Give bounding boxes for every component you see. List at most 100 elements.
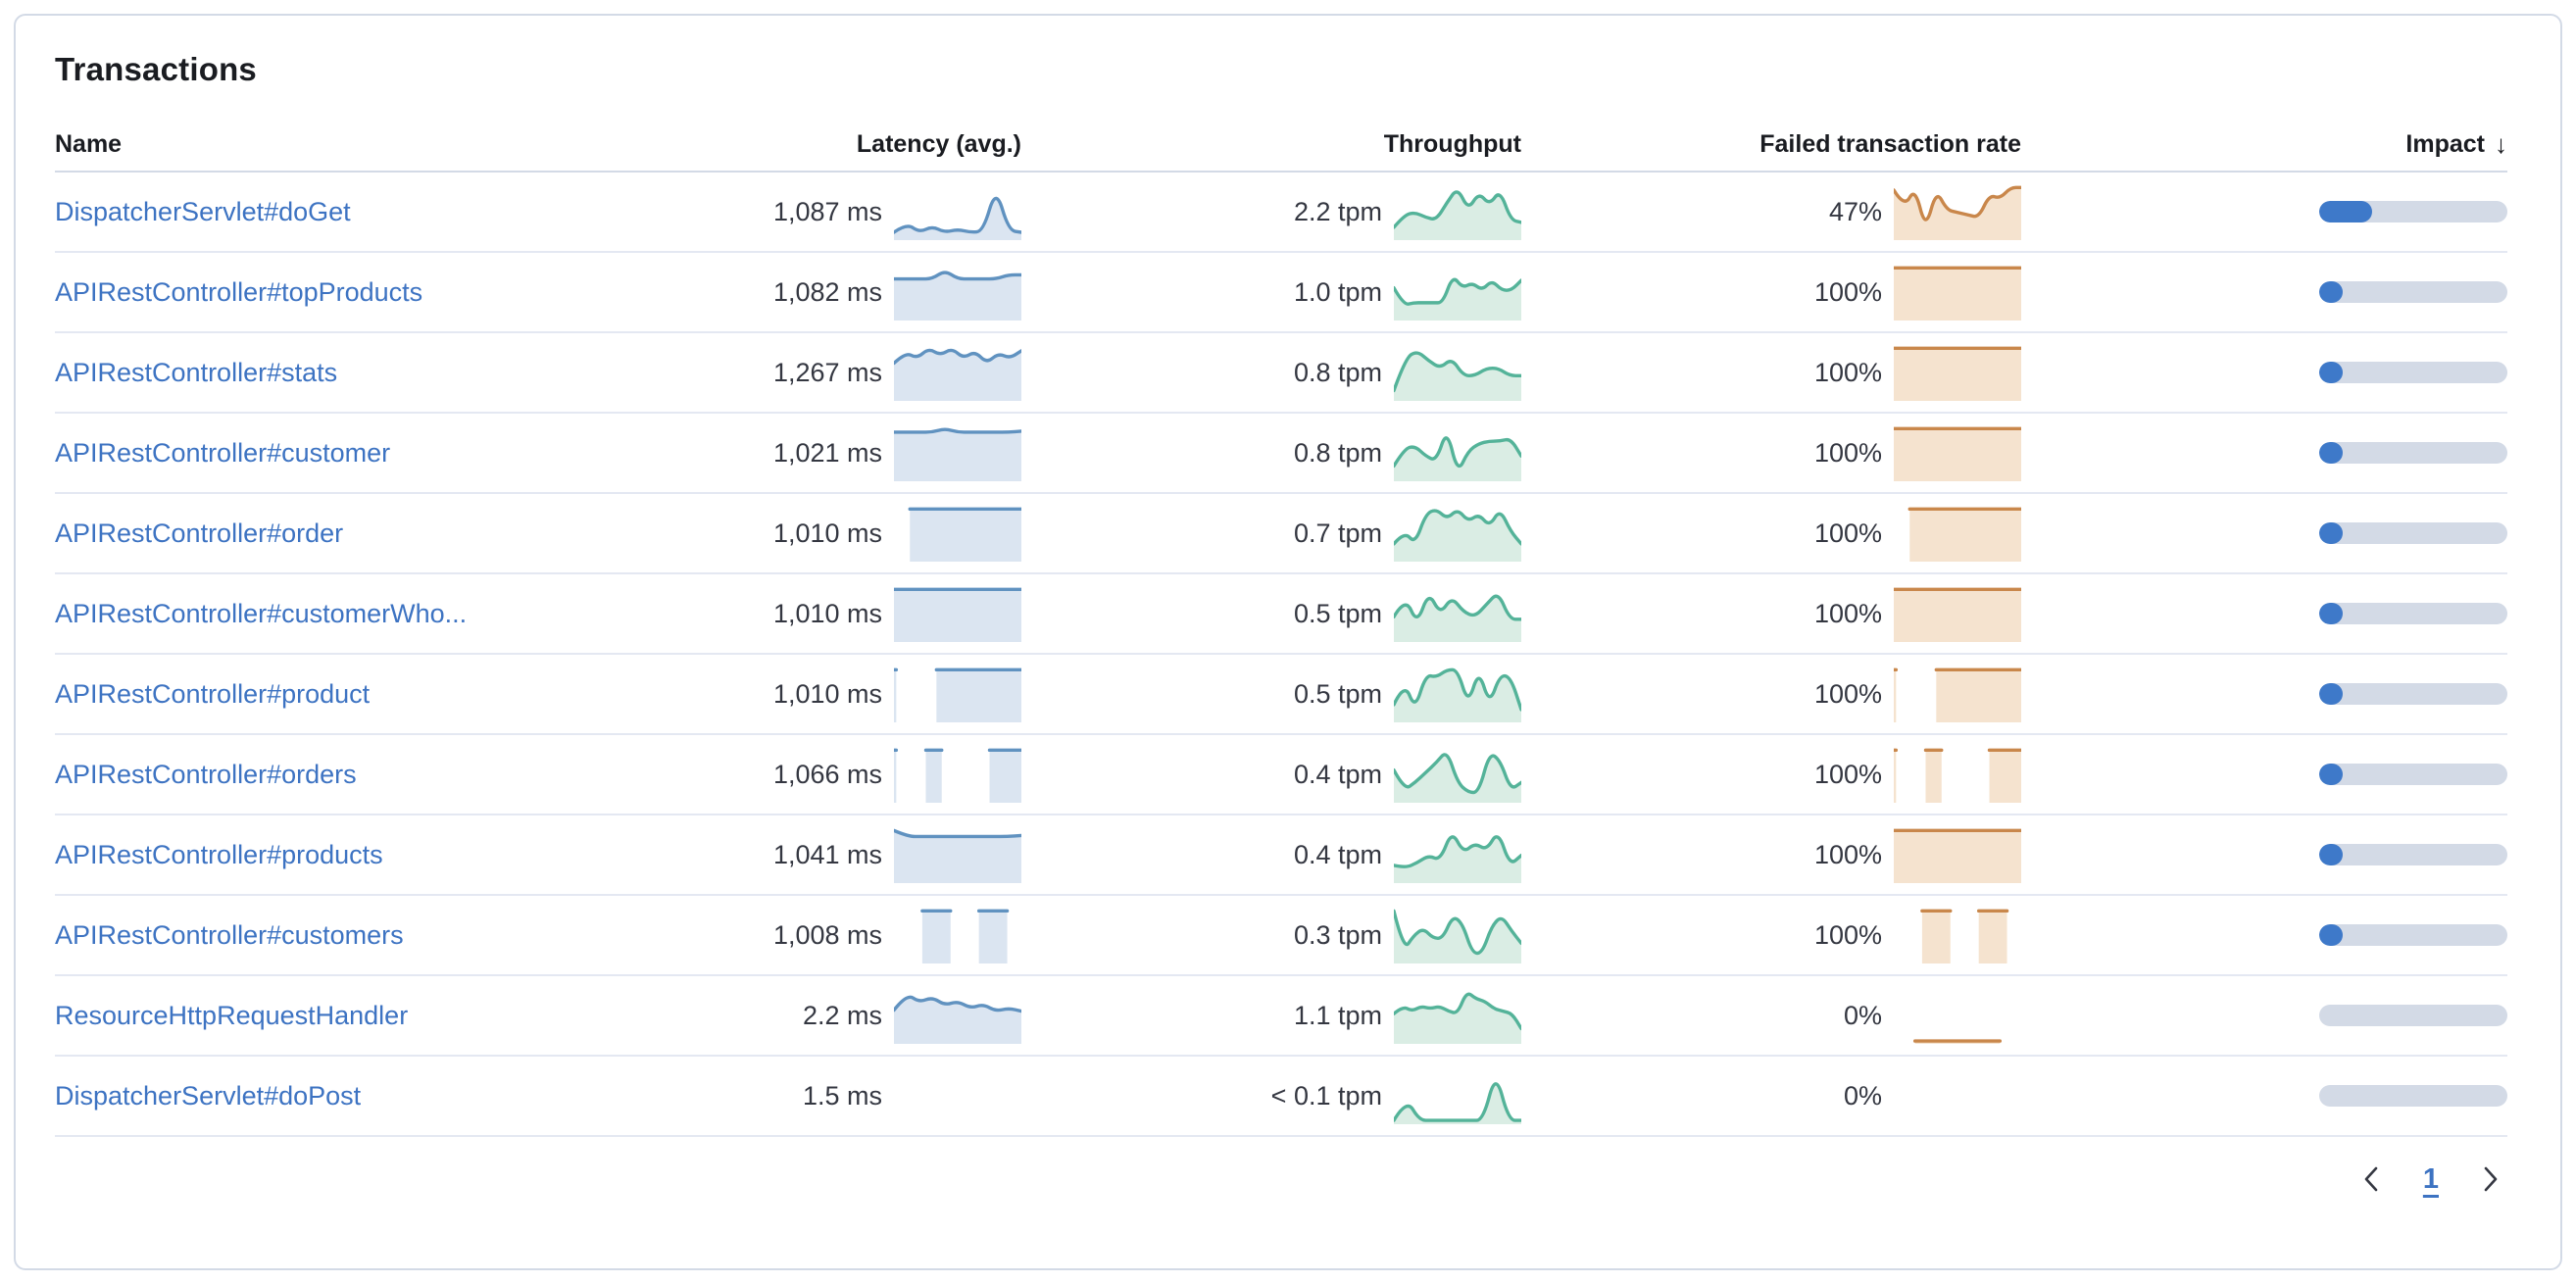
impact-cell <box>2021 896 2507 974</box>
failed-rate-sparkline <box>1894 264 2021 321</box>
latency-cell: 1,082 ms <box>698 253 1021 331</box>
impact-cell <box>2021 253 2507 331</box>
latency-sparkline <box>894 344 1021 401</box>
table-body: DispatcherServlet#doGet 1,087 ms 2.2 tpm… <box>55 173 2507 1137</box>
failed-rate-sparkline <box>1894 826 2021 883</box>
latency-sparkline <box>894 585 1021 642</box>
failed-rate-value: 100% <box>1813 759 1882 789</box>
latency-sparkline <box>894 826 1021 883</box>
transaction-name-link[interactable]: APIRestController#customer <box>55 437 391 468</box>
transaction-name-link[interactable]: APIRestController#customers <box>55 919 404 950</box>
throughput-sparkline <box>1394 746 1521 803</box>
throughput-sparkline <box>1394 585 1521 642</box>
throughput-sparkline <box>1394 907 1521 963</box>
latency-cell: 1,010 ms <box>698 655 1021 733</box>
failed-rate-sparkline <box>1894 344 2021 401</box>
impact-bar-fill <box>2319 362 2343 383</box>
throughput-cell: < 0.1 tpm <box>1021 1057 1521 1135</box>
latency-cell: 1,008 ms <box>698 896 1021 974</box>
transaction-name-link[interactable]: APIRestController#order <box>55 518 344 548</box>
impact-bar-fill <box>2319 683 2343 705</box>
impact-bar <box>2319 1005 2507 1026</box>
transaction-name-link[interactable]: APIRestController#orders <box>55 759 357 789</box>
transaction-name-link[interactable]: DispatcherServlet#doPost <box>55 1080 362 1111</box>
throughput-cell: 0.4 tpm <box>1021 735 1521 814</box>
failed-rate-sparkline <box>1894 987 2021 1044</box>
impact-bar-fill <box>2319 201 2372 222</box>
latency-sparkline <box>894 505 1021 562</box>
latency-value: 1,010 ms <box>772 678 882 709</box>
impact-cell <box>2021 1057 2507 1135</box>
latency-cell: 1,010 ms <box>698 574 1021 653</box>
table-row: APIRestController#customers 1,008 ms 0.3… <box>55 896 2507 976</box>
throughput-sparkline <box>1394 666 1521 722</box>
throughput-cell: 2.2 tpm <box>1021 173 1521 251</box>
impact-cell <box>2021 735 2507 814</box>
failed-rate-value: 100% <box>1813 357 1882 387</box>
failed-rate-cell: 100% <box>1521 655 2021 733</box>
transaction-name-link[interactable]: APIRestController#customerWho... <box>55 598 468 628</box>
throughput-value: 0.4 tpm <box>1293 839 1382 869</box>
failed-rate-cell: 100% <box>1521 574 2021 653</box>
column-header-throughput[interactable]: Throughput <box>1383 129 1521 158</box>
table-row: APIRestController#stats 1,267 ms 0.8 tpm… <box>55 333 2507 414</box>
transaction-name-link[interactable]: ResourceHttpRequestHandler <box>55 1000 409 1030</box>
impact-bar <box>2319 924 2507 946</box>
impact-cell <box>2021 173 2507 251</box>
page-number-current[interactable]: 1 <box>2422 1162 2439 1195</box>
latency-cell: 1,087 ms <box>698 173 1021 251</box>
throughput-sparkline <box>1394 505 1521 562</box>
next-page-button[interactable] <box>2474 1162 2507 1196</box>
failed-rate-cell: 100% <box>1521 333 2021 412</box>
column-header-impact-label: Impact <box>2405 129 2485 158</box>
impact-cell <box>2021 655 2507 733</box>
failed-rate-cell: 100% <box>1521 414 2021 492</box>
latency-value: 1,082 ms <box>772 276 882 307</box>
throughput-cell: 0.5 tpm <box>1021 574 1521 653</box>
transaction-name-link[interactable]: APIRestController#products <box>55 839 383 869</box>
latency-value: 1,021 ms <box>772 437 882 468</box>
column-header-impact[interactable]: Impact ↓ <box>2021 129 2507 160</box>
latency-value: 2.2 ms <box>802 1000 882 1030</box>
throughput-cell: 0.8 tpm <box>1021 414 1521 492</box>
impact-bar <box>2319 362 2507 383</box>
column-header-latency[interactable]: Latency (avg.) <box>856 129 1021 158</box>
transaction-name-link[interactable]: APIRestController#stats <box>55 357 338 387</box>
failed-rate-cell: 47% <box>1521 173 2021 251</box>
failed-rate-cell: 100% <box>1521 494 2021 572</box>
failed-rate-cell: 0% <box>1521 976 2021 1055</box>
previous-page-button[interactable] <box>2354 1162 2388 1196</box>
impact-bar <box>2319 683 2507 705</box>
failed-rate-cell: 100% <box>1521 896 2021 974</box>
throughput-value: 1.1 tpm <box>1293 1000 1382 1030</box>
failed-rate-value: 100% <box>1813 919 1882 950</box>
throughput-value: 0.7 tpm <box>1293 518 1382 548</box>
transactions-panel: Transactions Name Latency (avg.) Through… <box>14 14 2562 1270</box>
impact-bar <box>2319 281 2507 303</box>
impact-bar <box>2319 844 2507 865</box>
impact-bar <box>2319 603 2507 624</box>
column-header-name[interactable]: Name <box>55 129 123 158</box>
impact-bar <box>2319 1085 2507 1107</box>
impact-bar-fill <box>2319 281 2343 303</box>
latency-sparkline <box>894 183 1021 240</box>
throughput-sparkline <box>1394 183 1521 240</box>
latency-value: 1,267 ms <box>772 357 882 387</box>
table-row: DispatcherServlet#doPost 1.5 ms < 0.1 tp… <box>55 1057 2507 1137</box>
table-row: APIRestController#customer 1,021 ms 0.8 … <box>55 414 2507 494</box>
failed-rate-value: 100% <box>1813 437 1882 468</box>
transactions-table: Name Latency (avg.) Throughput Failed tr… <box>55 118 2507 1137</box>
failed-rate-sparkline <box>1894 424 2021 481</box>
latency-cell: 1.5 ms <box>698 1057 1021 1135</box>
transaction-name-link[interactable]: APIRestController#topProducts <box>55 276 423 307</box>
throughput-sparkline <box>1394 424 1521 481</box>
latency-cell: 1,267 ms <box>698 333 1021 412</box>
throughput-sparkline <box>1394 344 1521 401</box>
transaction-name-link[interactable]: DispatcherServlet#doGet <box>55 196 351 226</box>
column-header-failed-rate[interactable]: Failed transaction rate <box>1759 129 2021 158</box>
transaction-name-link[interactable]: APIRestController#product <box>55 678 371 709</box>
table-row: APIRestController#customerWho... 1,010 m… <box>55 574 2507 655</box>
throughput-value: 0.5 tpm <box>1293 678 1382 709</box>
failed-rate-sparkline <box>1894 505 2021 562</box>
impact-cell <box>2021 333 2507 412</box>
